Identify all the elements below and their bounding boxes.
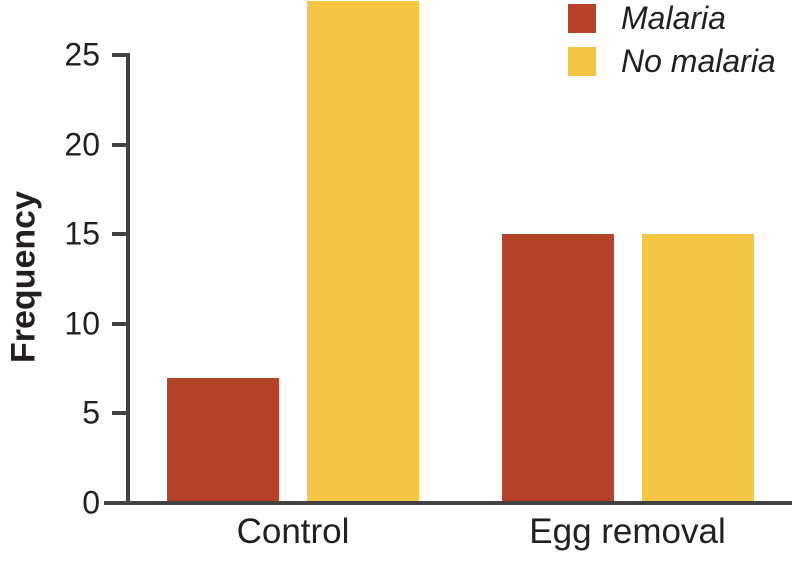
legend-swatch-icon bbox=[568, 46, 596, 76]
legend-label: No malaria bbox=[621, 43, 776, 79]
y-axis-title: Frequency bbox=[4, 191, 43, 363]
x-category-label: Egg removal bbox=[529, 512, 726, 551]
y-tick-label: 15 bbox=[64, 215, 100, 252]
x-category-label: Control bbox=[236, 512, 350, 551]
y-axis-line bbox=[126, 53, 130, 505]
y-tick-mark bbox=[112, 232, 128, 237]
y-tick-mark bbox=[112, 53, 128, 57]
y-tick-label: 10 bbox=[64, 305, 100, 342]
legend-item: No malaria bbox=[568, 44, 776, 78]
y-tick-mark bbox=[112, 142, 128, 147]
legend-swatch-icon bbox=[568, 3, 596, 33]
legend: Malaria No malaria bbox=[568, 1, 776, 87]
bar-egg-removal-no-malaria bbox=[641, 234, 754, 503]
bar-egg-removal-malaria bbox=[501, 234, 614, 503]
bar-control-malaria bbox=[167, 377, 279, 503]
y-tick-mark bbox=[112, 411, 128, 416]
y-tick-mark bbox=[112, 321, 128, 326]
y-tick-label: 0 bbox=[82, 484, 100, 521]
y-tick-label: 5 bbox=[82, 394, 100, 431]
bar-control-no-malaria bbox=[307, 1, 419, 503]
y-tick-label: 20 bbox=[64, 125, 100, 162]
legend-label: Malaria bbox=[621, 0, 726, 36]
y-tick-label: 25 bbox=[64, 36, 100, 73]
legend-item: Malaria bbox=[568, 1, 776, 35]
x-axis-line bbox=[104, 501, 792, 505]
